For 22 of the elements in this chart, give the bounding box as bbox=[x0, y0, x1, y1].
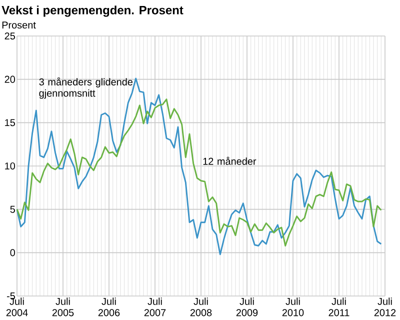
series-label: 3 måneders glidende gjennomsnitt bbox=[39, 77, 133, 99]
y-tick-label: 0 bbox=[10, 249, 16, 256]
y-tick-label: 25 bbox=[4, 32, 15, 40]
y-tick-label: 15 bbox=[5, 119, 15, 126]
x-tick-label: Juli 2011 bbox=[328, 298, 350, 316]
y-tick-label: 20 bbox=[4, 76, 16, 83]
series-label: 12 måneder bbox=[203, 156, 256, 165]
x-tick-label: Juli 2010 bbox=[282, 298, 304, 316]
y-tick-label: -5 bbox=[6, 292, 15, 300]
x-tick-label: Juli 2004 bbox=[6, 298, 28, 316]
x-tick-label: Juli 2009 bbox=[236, 298, 258, 316]
x-tick-label: Juli 2008 bbox=[190, 298, 212, 316]
x-tick-label: Juli 2012 bbox=[374, 298, 396, 316]
line-series bbox=[16, 78, 382, 256]
x-tick-label: Juli 2007 bbox=[144, 298, 166, 316]
x-tick-label: Juli 2006 bbox=[98, 298, 120, 316]
chart-title: Vekst i pengemengden. Prosent bbox=[2, 6, 184, 17]
x-tick-label: Juli 2005 bbox=[52, 298, 74, 316]
line-series bbox=[16, 98, 382, 246]
y-tick-label: 5 bbox=[10, 206, 15, 213]
y-axis-title: Prosent bbox=[2, 22, 36, 29]
y-tick-label: 10 bbox=[5, 162, 16, 170]
